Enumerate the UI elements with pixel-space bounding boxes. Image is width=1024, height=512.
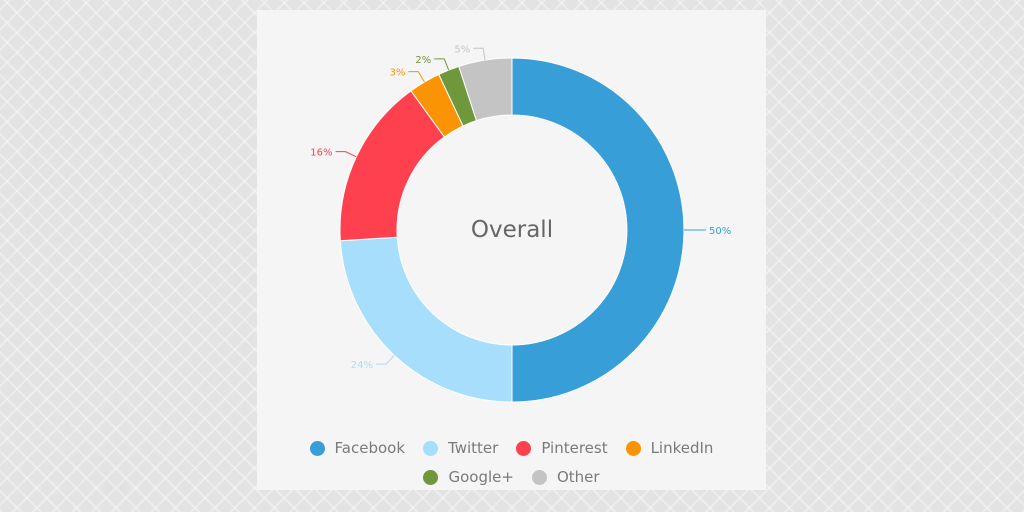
legend-item-twitter[interactable]: Twitter (423, 438, 498, 458)
legend-marker-icon (625, 440, 641, 456)
legend-marker-icon (309, 440, 325, 456)
connector-linkedin (408, 71, 425, 83)
legend-item-facebook[interactable]: Facebook (309, 438, 406, 458)
legend-marker-icon (516, 440, 532, 456)
legend-label: Other (556, 468, 600, 486)
data-label-twitter: 24% (351, 360, 373, 371)
legend-item-other[interactable]: Other (531, 467, 600, 487)
legend-item-pinterest[interactable]: Pinterest (516, 438, 608, 458)
connector-twitter (376, 355, 395, 365)
legend-label: Pinterest (541, 439, 608, 457)
data-label-facebook: 50% (709, 226, 731, 237)
donut-chart: 50% 24% 16% 3% 2% 5% (310, 44, 731, 403)
connector-other (473, 47, 486, 61)
connector-pinterest (335, 151, 357, 158)
legend-marker-icon (531, 469, 547, 485)
data-label-google-: 2% (415, 55, 431, 66)
chart-card: 50% 24% 16% 3% 2% 5% Overall Facebook Twitter P… (257, 10, 766, 490)
data-label-pinterest: 16% (310, 148, 332, 159)
legend-label: LinkedIn (650, 439, 714, 457)
legend-item-google-[interactable]: Google+ (423, 467, 514, 487)
legend-marker-icon (423, 440, 439, 456)
legend-marker-icon (423, 469, 439, 485)
chart-legend: Facebook Twitter Pinterest LinkedIn Google+ O… (257, 438, 766, 487)
legend-label: Facebook (334, 439, 406, 457)
legend-item-linkedin[interactable]: LinkedIn (625, 438, 714, 458)
slice-facebook[interactable] (511, 57, 685, 403)
slice-other[interactable] (458, 57, 513, 122)
legend-label: Twitter (448, 439, 499, 457)
legend-label: Google+ (448, 468, 514, 486)
slice-twitter[interactable] (339, 236, 513, 403)
data-label-linkedin: 3% (389, 68, 405, 79)
connector-google- (434, 58, 450, 71)
data-label-other: 5% (454, 44, 470, 55)
chart-title: Overall (470, 217, 554, 243)
